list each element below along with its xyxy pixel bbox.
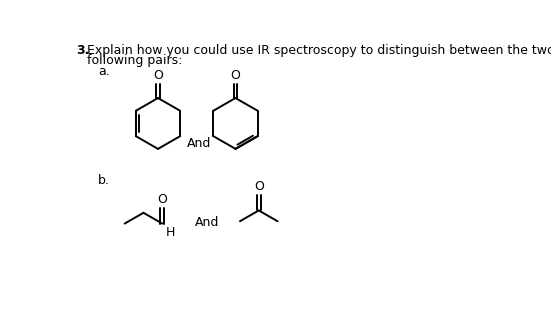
Text: Explain how you could use IR spectroscopy to distinguish between the two compoun: Explain how you could use IR spectroscop… <box>88 44 551 57</box>
Text: O: O <box>158 193 167 206</box>
Text: And: And <box>187 137 211 150</box>
Text: 3.: 3. <box>77 44 90 57</box>
Text: b.: b. <box>98 173 110 186</box>
Text: O: O <box>254 180 264 193</box>
Text: following pairs:: following pairs: <box>88 54 183 67</box>
Text: H: H <box>165 226 175 239</box>
Text: O: O <box>230 69 240 82</box>
Text: O: O <box>153 69 163 82</box>
Text: a.: a. <box>98 65 110 78</box>
Text: And: And <box>195 216 219 229</box>
